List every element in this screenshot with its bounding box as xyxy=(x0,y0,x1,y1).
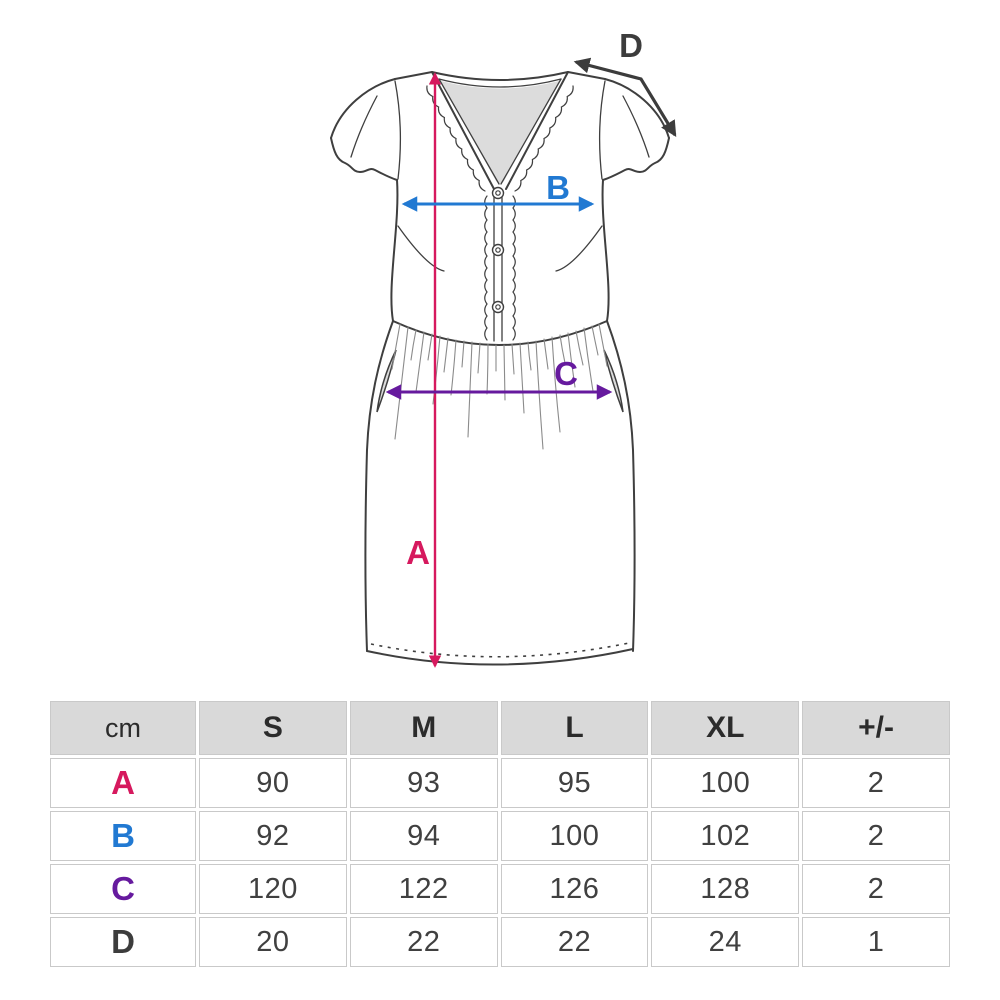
measurement-b-label: B xyxy=(546,169,570,206)
measurement-a-label: A xyxy=(406,534,430,571)
dress-sleeve-right xyxy=(598,78,670,181)
cell-c-xl: 128 xyxy=(651,864,800,914)
table-row-b: B 92 94 100 102 2 xyxy=(50,811,950,861)
dress-sleeve-left xyxy=(330,78,402,181)
cell-a-m: 93 xyxy=(349,758,498,808)
row-label-a: A xyxy=(50,758,196,808)
row-label-b: B xyxy=(50,811,196,861)
cell-b-tol: 2 xyxy=(802,811,950,861)
size-table-header-row: cm S M L XL +/- xyxy=(50,701,950,755)
header-size-m: M xyxy=(349,701,498,755)
cell-b-s: 92 xyxy=(199,811,347,861)
dress-shoulder-right xyxy=(567,71,606,80)
measurement-d-label: D xyxy=(619,27,643,64)
size-table-container: cm S M L XL +/- A 90 93 95 100 2 xyxy=(47,698,953,970)
cell-d-m: 22 xyxy=(349,917,498,967)
cell-d-l: 22 xyxy=(500,917,649,967)
hem-stitch-line xyxy=(370,642,630,658)
dress-buttons xyxy=(491,186,505,314)
cell-a-tol: 2 xyxy=(802,758,950,808)
dress-illustration xyxy=(330,71,670,666)
cell-c-tol: 2 xyxy=(802,864,950,914)
cell-d-xl: 24 xyxy=(651,917,800,967)
measurement-c-label: C xyxy=(554,355,578,392)
measurement-c: C xyxy=(385,355,613,400)
cell-d-s: 20 xyxy=(199,917,347,967)
measurement-d-arrow xyxy=(573,57,677,138)
dress-pockets xyxy=(376,349,624,413)
dress-bodice xyxy=(390,179,610,346)
measurement-a: A xyxy=(406,72,442,668)
cell-b-xl: 102 xyxy=(651,811,800,861)
dress-neckline xyxy=(431,71,569,190)
header-unit: cm xyxy=(50,701,196,755)
cell-c-m: 122 xyxy=(349,864,498,914)
cell-c-s: 120 xyxy=(199,864,347,914)
cell-b-l: 100 xyxy=(500,811,649,861)
row-label-c: C xyxy=(50,864,196,914)
dress-placket xyxy=(484,190,516,342)
table-row-d: D 20 22 22 24 1 xyxy=(50,917,950,967)
measurement-b: B xyxy=(401,169,595,212)
measurement-d: D xyxy=(573,27,677,138)
cell-a-xl: 100 xyxy=(651,758,800,808)
dress-skirt xyxy=(364,320,636,666)
header-size-s: S xyxy=(199,701,347,755)
cell-a-l: 95 xyxy=(500,758,649,808)
cell-a-s: 90 xyxy=(199,758,347,808)
dress-shoulder-left xyxy=(394,71,433,80)
header-tolerance: +/- xyxy=(802,701,950,755)
table-row-c: C 120 122 126 128 2 xyxy=(50,864,950,914)
header-size-xl: XL xyxy=(651,701,800,755)
table-row-a: A 90 93 95 100 2 xyxy=(50,758,950,808)
row-label-d: D xyxy=(50,917,196,967)
header-size-l: L xyxy=(500,701,649,755)
cell-d-tol: 1 xyxy=(802,917,950,967)
cell-c-l: 126 xyxy=(500,864,649,914)
dress-measurement-diagram: A B C D xyxy=(330,27,677,668)
size-table: cm S M L XL +/- A 90 93 95 100 2 xyxy=(47,698,953,970)
cell-b-m: 94 xyxy=(349,811,498,861)
